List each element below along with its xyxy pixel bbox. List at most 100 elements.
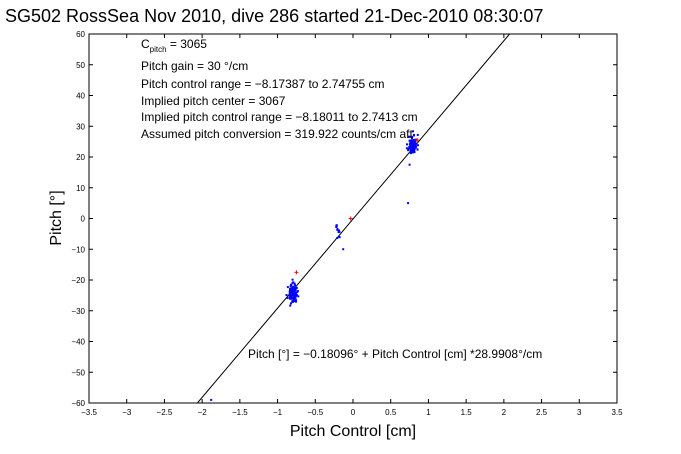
outlier-points	[294, 138, 420, 275]
data-point	[412, 144, 415, 147]
fit-line	[196, 33, 510, 404]
data-point	[291, 300, 294, 303]
data-point	[289, 288, 292, 291]
data-point	[408, 145, 411, 148]
data-point	[414, 142, 417, 145]
data-point	[412, 145, 415, 148]
data-point	[291, 288, 294, 291]
x-tick-label: 3.5	[611, 408, 623, 417]
data-point	[411, 135, 414, 138]
data-point	[292, 285, 295, 288]
data-point	[289, 285, 292, 288]
data-point	[292, 290, 295, 293]
y-tick-label: 10	[76, 184, 85, 193]
data-point	[338, 231, 341, 234]
y-tick-label: 40	[76, 92, 85, 101]
data-point	[413, 133, 416, 136]
data-point	[294, 284, 297, 287]
data-point	[291, 292, 294, 295]
data-point	[288, 293, 291, 296]
axis-ticks	[88, 33, 618, 404]
data-points	[210, 130, 419, 401]
annotation-implied-center: Implied pitch center = 3067	[141, 94, 286, 108]
data-point	[291, 278, 294, 281]
data-point	[409, 144, 412, 147]
data-point	[409, 140, 412, 143]
y-tick-label: −10	[71, 245, 85, 254]
data-point	[286, 286, 289, 289]
x-tick-label: 3	[577, 408, 582, 417]
x-tick-label: 2	[502, 408, 507, 417]
data-point	[292, 298, 295, 301]
data-point	[291, 294, 294, 297]
data-point	[291, 299, 294, 302]
data-point	[411, 144, 414, 147]
data-point	[416, 148, 419, 151]
data-point	[412, 143, 415, 146]
data-point	[289, 302, 292, 305]
data-point	[289, 304, 292, 307]
y-tick-label: −40	[71, 338, 85, 347]
data-point	[293, 293, 296, 296]
data-point	[416, 133, 419, 136]
chart-title: SG502 RossSea Nov 2010, dive 286 started…	[5, 6, 543, 26]
data-point	[297, 295, 300, 298]
x-tick-label: 0.5	[385, 408, 397, 417]
x-tick-label: 1	[426, 408, 431, 417]
data-point	[294, 289, 297, 292]
data-point	[405, 143, 408, 146]
data-point	[286, 297, 289, 300]
data-point	[342, 248, 345, 251]
x-tick-label: 0	[351, 408, 356, 417]
data-point	[410, 137, 413, 140]
data-point	[412, 139, 415, 142]
data-point	[416, 144, 419, 147]
data-point	[295, 286, 298, 289]
y-tick-label: −20	[71, 276, 85, 285]
data-point	[410, 142, 413, 145]
data-point	[293, 296, 296, 299]
data-point	[414, 145, 417, 148]
data-point	[289, 289, 292, 292]
data-point	[336, 228, 339, 231]
data-point	[412, 147, 415, 150]
annotation-fit-equation: Pitch [°] = −0.18096° + Pitch Control [c…	[248, 347, 542, 361]
y-tick-label: 0	[81, 215, 86, 224]
data-point	[411, 151, 414, 154]
y-tick-label: −30	[71, 307, 85, 316]
data-point	[337, 229, 340, 232]
annotation-c-pitch-value: = 3065	[167, 37, 208, 51]
annotation-c-pitch-sub: pitch	[150, 45, 167, 54]
data-point	[407, 135, 410, 138]
data-point	[338, 236, 341, 239]
x-tick-label: −3.5	[81, 408, 97, 417]
x-tick-label: 1.5	[461, 408, 473, 417]
data-point	[292, 281, 295, 284]
data-point	[414, 138, 417, 141]
y-tick-label: 30	[76, 122, 85, 131]
data-point	[335, 225, 338, 228]
data-point	[293, 300, 296, 303]
data-point	[336, 236, 339, 239]
annotation-assumed-conversion: Assumed pitch conversion = 319.922 count…	[141, 127, 413, 141]
data-point	[290, 289, 293, 292]
data-point	[290, 284, 293, 287]
data-point	[291, 297, 294, 300]
data-point	[411, 140, 414, 143]
data-point	[407, 149, 410, 152]
x-tick-label: −1.5	[232, 408, 248, 417]
data-point	[408, 163, 411, 166]
x-tick-labels: −3.5 −3 −2.5 −2 −1.5 −1 −0.5 0 0.5 1 1.5 2 2.5 3 3.5	[81, 408, 623, 417]
data-point	[412, 130, 415, 133]
y-tick-labels: −60 −50 −40 −30 −20 −10 0 10 20 30 40 50 60	[71, 30, 85, 408]
data-point	[412, 150, 415, 153]
y-tick-label: −50	[71, 368, 85, 377]
x-axis-label: Pitch Control [cm]	[290, 423, 416, 440]
data-point	[296, 290, 299, 293]
data-point	[293, 282, 296, 285]
annotation-implied-range: Implied pitch control range = −8.18011 t…	[141, 110, 418, 124]
data-point	[294, 286, 297, 289]
x-tick-label: −2	[198, 408, 208, 417]
data-point	[411, 150, 414, 153]
data-point	[295, 299, 298, 302]
